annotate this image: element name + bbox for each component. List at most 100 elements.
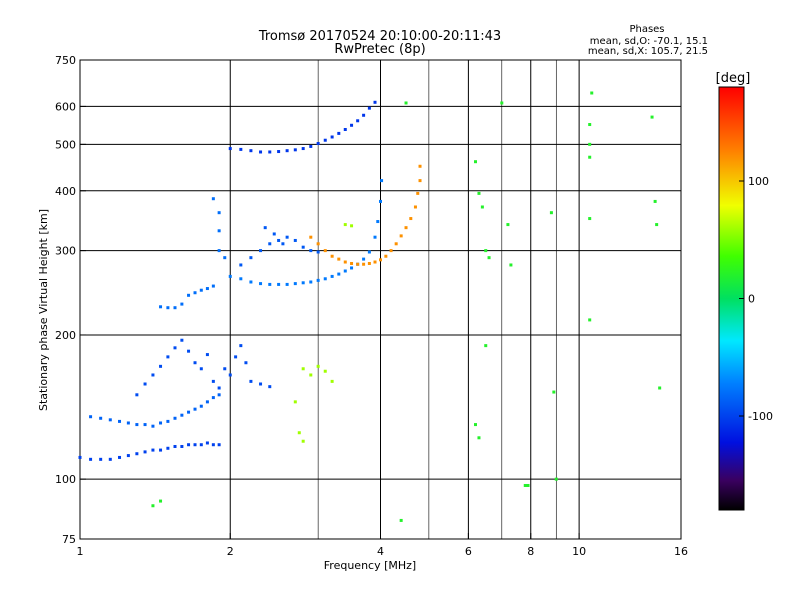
data-point xyxy=(362,113,366,117)
data-point xyxy=(199,404,203,408)
data-point xyxy=(526,483,530,487)
data-point xyxy=(151,448,155,452)
data-point xyxy=(199,367,203,371)
data-point xyxy=(166,446,170,450)
data-point xyxy=(509,263,513,267)
data-point xyxy=(89,457,93,461)
data-point xyxy=(211,284,215,288)
data-point xyxy=(126,454,130,458)
data-point xyxy=(413,205,417,209)
data-point xyxy=(500,101,504,105)
data-point xyxy=(367,261,371,265)
data-point xyxy=(350,261,354,265)
data-point xyxy=(316,142,320,146)
data-point xyxy=(301,367,305,371)
colorbar-ticks: 100 0 -100 xyxy=(739,175,773,423)
data-point xyxy=(323,249,327,253)
y-tick-label: 75 xyxy=(62,533,76,546)
data-point xyxy=(228,147,232,151)
data-point xyxy=(166,355,170,359)
colorbar-label: [deg] xyxy=(716,71,751,86)
data-point xyxy=(249,256,253,260)
data-point xyxy=(409,217,413,221)
data-point xyxy=(480,205,484,209)
x-tick-label: 10 xyxy=(572,545,586,558)
data-point xyxy=(293,400,297,404)
data-point xyxy=(309,235,313,239)
data-point xyxy=(330,135,334,139)
data-point xyxy=(554,477,558,481)
data-point xyxy=(259,249,263,253)
data-point xyxy=(343,269,347,273)
data-point xyxy=(293,282,297,286)
data-point xyxy=(159,421,163,425)
data-point xyxy=(404,101,408,105)
data-point xyxy=(588,318,592,322)
data-point xyxy=(379,199,382,203)
data-point xyxy=(343,223,347,227)
data-point xyxy=(187,443,191,447)
data-point xyxy=(249,149,253,153)
data-point xyxy=(180,413,184,417)
data-point xyxy=(301,281,305,285)
colorbar-tick-label: 0 xyxy=(748,293,755,306)
y-tick-label: 500 xyxy=(55,138,76,151)
data-point xyxy=(658,386,662,390)
data-point xyxy=(135,452,139,456)
data-point xyxy=(239,147,243,151)
data-point xyxy=(187,349,191,353)
data-point xyxy=(316,250,320,254)
data-point xyxy=(211,197,215,201)
data-point xyxy=(330,379,334,383)
data-point xyxy=(99,457,103,461)
x-tick-label: 1 xyxy=(77,545,84,558)
data-point xyxy=(285,235,289,239)
data-point xyxy=(309,373,313,377)
data-point xyxy=(484,249,488,253)
data-point xyxy=(350,123,354,127)
data-point xyxy=(118,419,122,423)
data-point xyxy=(263,226,267,230)
data-point xyxy=(187,410,191,414)
data-point xyxy=(217,229,221,233)
data-point xyxy=(239,344,243,348)
data-point xyxy=(379,258,382,262)
data-point xyxy=(228,274,232,278)
data-point xyxy=(277,238,281,242)
data-point xyxy=(330,274,334,278)
data-point xyxy=(418,179,422,183)
data-point xyxy=(268,150,272,154)
data-point xyxy=(193,443,197,447)
chart-title: Tromsø 20170524 20:10:00-20:11:43 xyxy=(258,29,501,44)
data-point xyxy=(316,278,320,282)
data-point xyxy=(78,455,82,459)
data-point xyxy=(373,260,377,264)
axes: 1 2 4 6 8 10 16 75 100 200 300 400 500 600 750 xyxy=(55,54,688,558)
data-point xyxy=(323,369,327,373)
data-point xyxy=(373,235,377,239)
data-point xyxy=(259,282,263,286)
data-point xyxy=(217,211,221,215)
data-point xyxy=(473,160,477,164)
y-axis-label: Stationary phase Virtual Height [km] xyxy=(37,209,50,411)
y-tick-label: 300 xyxy=(55,245,76,258)
data-point xyxy=(356,262,360,266)
data-point xyxy=(143,450,147,454)
data-point xyxy=(205,441,209,445)
data-point xyxy=(108,418,112,422)
data-point xyxy=(373,100,377,104)
data-point xyxy=(228,373,232,377)
data-point xyxy=(217,443,221,447)
data-point xyxy=(323,138,327,142)
data-point xyxy=(293,148,297,152)
data-point xyxy=(234,355,238,359)
y-tick-label: 600 xyxy=(55,100,76,113)
data-point xyxy=(281,242,285,246)
data-point xyxy=(249,379,253,383)
data-point xyxy=(173,444,177,448)
x-axis-label: Frequency [MHz] xyxy=(324,559,416,572)
data-point xyxy=(330,254,334,258)
data-point xyxy=(151,424,155,428)
data-point xyxy=(367,106,371,110)
data-point xyxy=(380,179,384,183)
